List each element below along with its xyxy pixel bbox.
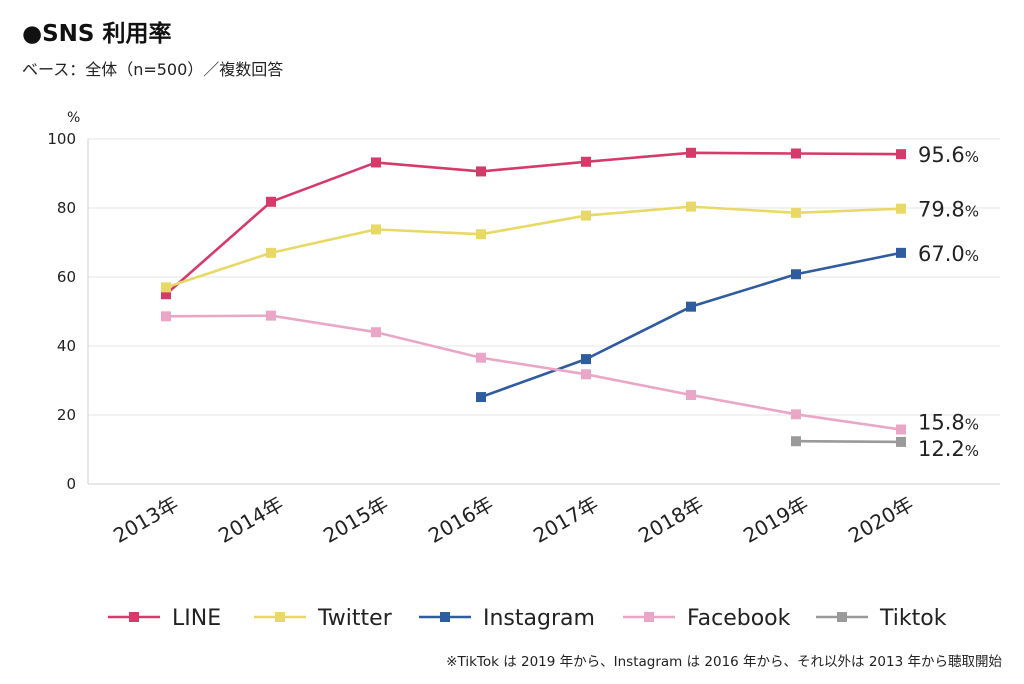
- legend-label: LINE: [172, 606, 221, 631]
- end-value-unit: %: [965, 442, 979, 460]
- legend-label: Tiktok: [879, 606, 947, 631]
- data-point: [161, 282, 171, 293]
- end-value: 67.0: [918, 242, 965, 266]
- data-point: [791, 436, 801, 447]
- data-point: [896, 247, 906, 258]
- end-value-label: 15.8%: [918, 410, 979, 434]
- legend-item-line: LINE: [108, 606, 221, 631]
- series-tiktok: [791, 436, 906, 447]
- series-line: [165, 314, 902, 431]
- data-point: [476, 166, 486, 177]
- data-point: [266, 310, 276, 321]
- data-point: [896, 149, 906, 160]
- data-point: [581, 210, 591, 221]
- legend-swatch-marker: [440, 612, 450, 622]
- end-value-unit: %: [965, 148, 979, 166]
- x-tick-label: 2019年: [739, 492, 812, 548]
- data-point: [581, 156, 591, 167]
- end-value: 12.2: [918, 437, 965, 461]
- series-instagram: [476, 247, 906, 403]
- legend-item-instagram: Instagram: [419, 606, 595, 631]
- end-value-label: 67.0%: [918, 242, 979, 266]
- footnote: ※TikTok は 2019 年から、Instagram は 2016 年から、…: [446, 654, 1002, 670]
- end-labels: 95.6%79.8%67.0%15.8%12.2%: [918, 143, 979, 461]
- x-tick-label: 2016年: [424, 492, 497, 548]
- series-line: [795, 439, 902, 444]
- series-line: [480, 251, 902, 399]
- data-point: [371, 157, 381, 168]
- data-point: [161, 289, 171, 300]
- end-value-unit: %: [965, 247, 979, 265]
- legend-label: Twitter: [317, 606, 393, 631]
- data-point: [476, 229, 486, 240]
- legend-label: Facebook: [687, 606, 791, 631]
- data-point: [266, 196, 276, 207]
- end-value-label: 95.6%: [918, 143, 979, 167]
- x-tick-label: 2018年: [634, 492, 707, 548]
- y-tick-label: 20: [57, 406, 76, 424]
- legend-swatch-marker: [644, 612, 654, 622]
- data-point: [896, 436, 906, 447]
- series-facebook: [161, 310, 906, 435]
- data-point: [791, 148, 801, 159]
- data-point: [161, 311, 171, 322]
- data-point: [476, 392, 486, 403]
- end-value-label: 79.8%: [918, 198, 979, 222]
- data-point: [371, 224, 381, 235]
- end-value: 95.6: [918, 143, 965, 167]
- x-tick-label: 2020年: [844, 492, 917, 548]
- x-tick-label: 2017年: [529, 492, 602, 548]
- grid-lines: [88, 138, 1000, 485]
- y-tick-label: 0: [66, 475, 76, 493]
- series-layer: [161, 147, 906, 447]
- data-point: [581, 369, 591, 380]
- y-tick-label: 40: [57, 337, 76, 355]
- end-value: 15.8: [918, 410, 965, 434]
- x-tick-label: 2013年: [109, 492, 182, 548]
- x-tick-label: 2014年: [214, 492, 287, 548]
- data-point: [791, 269, 801, 280]
- y-axis-unit: %: [67, 110, 80, 126]
- data-point: [371, 327, 381, 338]
- data-point: [791, 207, 801, 218]
- data-point: [686, 389, 696, 400]
- series-twitter: [161, 201, 906, 293]
- series-line: [161, 147, 906, 300]
- end-value: 79.8: [918, 198, 965, 222]
- chart-title: ●SNS 利用率: [22, 21, 172, 47]
- y-tick-label: 80: [57, 199, 76, 217]
- legend-label: Instagram: [483, 606, 595, 631]
- legend-swatch-marker: [837, 612, 847, 622]
- series-line: [165, 205, 902, 289]
- legend-item-twitter: Twitter: [254, 606, 393, 631]
- x-tick-label: 2015年: [319, 492, 392, 548]
- y-tick-label: 60: [57, 268, 76, 286]
- legend-item-facebook: Facebook: [623, 606, 791, 631]
- data-point: [266, 247, 276, 258]
- end-value-label: 12.2%: [918, 437, 979, 461]
- legend: LINE Twitter Instagram Facebook Tiktok: [108, 606, 947, 631]
- legend-item-tiktok: Tiktok: [816, 606, 947, 631]
- end-value-unit: %: [965, 203, 979, 221]
- y-tick-label: 100: [47, 130, 76, 148]
- data-point: [686, 201, 696, 212]
- legend-swatch-marker: [275, 612, 285, 622]
- end-value-unit: %: [965, 415, 979, 433]
- data-point: [686, 147, 696, 158]
- series-line: [165, 151, 902, 296]
- data-point: [476, 352, 486, 363]
- chart-subtitle: ベース：全体（n=500）／複数回答: [22, 60, 284, 79]
- data-point: [791, 409, 801, 420]
- data-point: [896, 424, 906, 435]
- data-point: [896, 203, 906, 214]
- data-point: [581, 354, 591, 365]
- data-point: [686, 301, 696, 312]
- legend-swatch-marker: [129, 612, 139, 622]
